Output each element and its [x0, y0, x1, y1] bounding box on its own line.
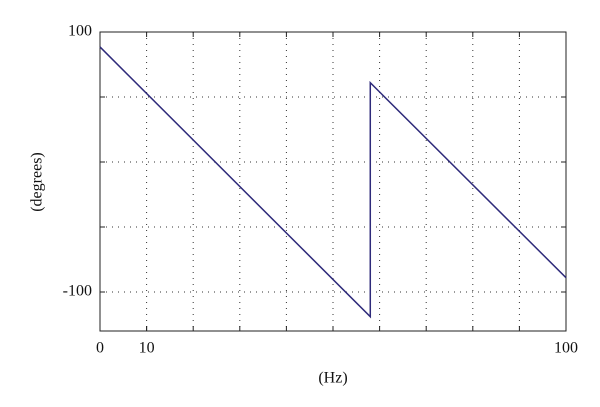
plot-frame	[99, 31, 567, 332]
y-axis-label: (degrees)	[29, 152, 46, 212]
y-tick-label: 100	[68, 23, 92, 40]
x-tick-label: 10	[139, 340, 155, 357]
y-tick-label: -100	[63, 283, 92, 300]
x-axis-label: (Hz)	[318, 370, 347, 387]
data-line	[99, 46, 567, 319]
x-tick-label: 100	[554, 340, 578, 357]
x-tick-label: 0	[96, 340, 104, 357]
